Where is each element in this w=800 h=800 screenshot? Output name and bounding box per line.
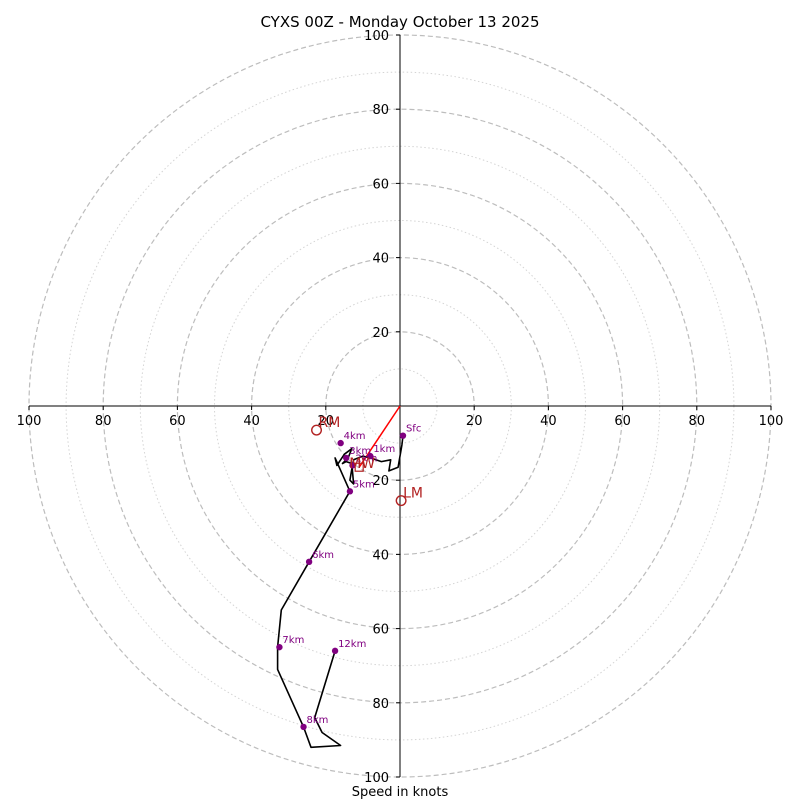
x-tick-label: 20	[466, 414, 483, 429]
storm-motion-lm-marker	[395, 495, 407, 507]
x-tick-label: 100	[759, 414, 784, 429]
y-tick-label: 100	[364, 771, 389, 786]
x-tick-label: 40	[243, 414, 260, 429]
height-label-6km: 6km	[312, 550, 334, 561]
y-tick-label: 40	[372, 252, 389, 267]
height-marker-2km	[349, 462, 356, 469]
x-tick-label: 100	[17, 414, 42, 429]
height-label-12km: 12km	[338, 639, 366, 650]
storm-motion-rm-label: RM	[319, 415, 341, 431]
storm-motion-rm-marker	[311, 424, 323, 436]
y-tick-label: 40	[372, 548, 389, 563]
height-marker-8km	[300, 723, 307, 731]
height-marker-12km	[331, 647, 339, 655]
height-label-7km: 7km	[282, 635, 304, 646]
x-tick-label: 60	[169, 414, 186, 429]
y-tick-label: 60	[372, 623, 389, 638]
height-marker-4km	[337, 439, 344, 447]
height-label-8km: 8km	[307, 715, 329, 726]
x-axis-label: Speed in knots	[352, 785, 449, 800]
height-marker-1km	[367, 452, 374, 460]
storm-motion-lm-label: LM	[403, 486, 423, 502]
y-tick-label: 80	[372, 103, 389, 118]
height-label-3km: 3km	[349, 446, 371, 457]
height-label-sfc: Sfc	[406, 424, 421, 435]
height-marker-7km	[276, 643, 283, 651]
x-tick-label: 80	[95, 414, 112, 429]
height-marker-3km	[343, 454, 350, 462]
y-tick-label: 100	[364, 29, 389, 44]
y-tick-label: 20	[372, 474, 389, 489]
mean-wind-label: MW	[349, 456, 375, 472]
x-tick-label: 60	[614, 414, 631, 429]
y-tick-label: 80	[372, 697, 389, 712]
height-label-2km: 2km	[356, 453, 378, 464]
y-tick-label: 20	[372, 326, 389, 341]
storm-motions: RM LM MW	[311, 415, 423, 507]
axis-ticks: 100 80 60 40 20 20 40 60 80 100 100 80 60 40 20 20 40 60 8…	[17, 29, 784, 786]
mean-wind-marker	[354, 462, 364, 472]
height-marker-5km	[346, 488, 354, 495]
x-tick-label: 80	[689, 414, 706, 429]
height-label-4km: 4km	[344, 431, 366, 442]
x-tick-label: 40	[540, 414, 557, 429]
height-label-1km: 1km	[373, 444, 395, 455]
chart-title: CYXS 00Z - Monday October 13 2025	[260, 13, 539, 31]
height-marker-sfc	[399, 432, 407, 439]
height-label-5km: 5km	[353, 479, 375, 490]
height-marker-6km	[305, 558, 313, 566]
x-tick-label: 20	[318, 414, 335, 429]
y-tick-label: 60	[372, 177, 389, 192]
